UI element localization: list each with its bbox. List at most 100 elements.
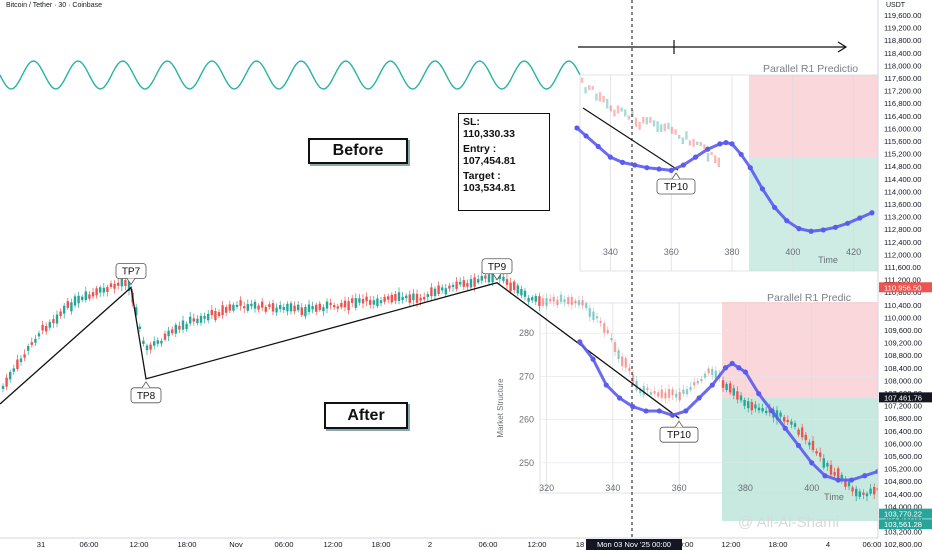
candle-body xyxy=(732,388,735,396)
price-tick: 114,800.00 xyxy=(884,162,921,171)
price-tick: 118,400.00 xyxy=(884,49,921,58)
candle-body xyxy=(423,296,426,300)
pred-bottom-xtick: 400 xyxy=(804,483,819,493)
candle-body xyxy=(621,356,624,367)
candle-body xyxy=(322,307,325,312)
time-tick: 31 xyxy=(37,540,45,549)
price-badge xyxy=(879,519,932,530)
candle-body xyxy=(354,298,357,308)
structure-lines: TP7 TP8 TP9 TP10 TP10 xyxy=(0,0,848,538)
prediction-point-after xyxy=(862,473,868,479)
candle-body xyxy=(855,488,858,497)
candle-body xyxy=(372,300,375,305)
stop-zone-bottom xyxy=(722,302,878,398)
price-tick: 104,800.00 xyxy=(884,477,922,486)
price-tick: 119,600.00 xyxy=(884,11,921,20)
price-tick: 116,800.00 xyxy=(884,99,921,108)
candle-body-before xyxy=(606,98,609,109)
pred-bottom-xlabel: Time xyxy=(824,492,844,502)
candle-body xyxy=(196,318,199,324)
candle-body xyxy=(696,380,699,384)
candle-body xyxy=(16,359,19,370)
candle-body xyxy=(401,296,404,301)
candle-body xyxy=(235,304,239,307)
candle-body xyxy=(228,304,231,311)
prediction-point-before xyxy=(583,133,589,139)
candle-body xyxy=(549,298,552,302)
candle-body xyxy=(358,298,361,303)
candle-body xyxy=(55,314,59,324)
candle-body-before xyxy=(624,109,627,117)
prediction-point-before xyxy=(607,154,614,160)
candle-body xyxy=(45,325,48,332)
swing-callout-tip xyxy=(671,172,681,180)
candle-body xyxy=(109,283,113,287)
candle-body xyxy=(466,283,469,287)
candle-body xyxy=(610,338,613,341)
candle-body xyxy=(653,391,656,394)
candle-body xyxy=(1,385,5,389)
candle-body xyxy=(639,389,642,394)
candle-body xyxy=(268,304,271,308)
candle-body xyxy=(160,340,163,344)
price-badge xyxy=(879,282,932,293)
swing-callout-tip xyxy=(674,420,684,428)
candle-body xyxy=(289,303,293,312)
pred-bottom-xtick: 380 xyxy=(738,483,753,493)
candle-body-before xyxy=(584,87,587,94)
candle-body xyxy=(729,383,732,393)
candle-body-before xyxy=(616,105,620,114)
price-tick: 119,200.00 xyxy=(884,24,921,33)
candle-body xyxy=(775,410,779,420)
pred-bottom-ytick: 270 xyxy=(519,371,534,381)
candle-body xyxy=(329,302,332,305)
prediction-point-after xyxy=(795,442,802,449)
pred-bottom-ytick: 260 xyxy=(519,415,534,425)
time-tick: 06:00 xyxy=(274,540,293,549)
price-tick: 104,400.00 xyxy=(884,490,922,499)
price-tick: 114,400.00 xyxy=(884,175,921,184)
prediction-point-after xyxy=(630,404,636,410)
pred-top-xtick: 340 xyxy=(603,247,618,257)
candle-body xyxy=(455,281,458,289)
prediction-point-after xyxy=(603,382,609,388)
symbol-title: Bitcoin / Tether · 30 · Coinbase xyxy=(6,2,102,9)
candle-body xyxy=(693,382,696,386)
candle-body xyxy=(588,308,591,317)
candle-body xyxy=(477,279,480,283)
prediction-point-after xyxy=(616,395,623,401)
candle-body xyxy=(117,282,120,286)
candle-body xyxy=(23,354,26,358)
candle-body xyxy=(667,389,671,398)
time-tick: 4 xyxy=(826,540,830,549)
candle-body xyxy=(106,287,109,292)
prediction-point-after xyxy=(769,408,775,414)
candle-body xyxy=(81,296,84,301)
time-tick: 12:00 xyxy=(323,540,342,549)
candle-body xyxy=(340,303,343,308)
candle-body xyxy=(336,306,339,309)
candle-body xyxy=(210,310,213,316)
candle-body-before xyxy=(663,123,666,132)
candle-body xyxy=(48,322,51,328)
price-tick: 117,200.00 xyxy=(884,87,921,96)
candle-body-before xyxy=(685,131,688,140)
prediction-point-before xyxy=(595,143,601,150)
candle-body xyxy=(484,275,487,279)
candle-body xyxy=(513,281,516,290)
candle-body xyxy=(264,306,267,312)
pred-bottom-ytick: 250 xyxy=(519,458,534,468)
swing-callout-tip xyxy=(492,273,502,281)
candle-body-before xyxy=(674,129,677,135)
candle-body xyxy=(520,289,523,296)
candle-body xyxy=(325,301,329,309)
candle-body xyxy=(502,276,505,281)
candle-body xyxy=(351,298,354,303)
pred-top-xlabel: Time xyxy=(818,255,838,265)
before-label: Before xyxy=(308,138,408,164)
time-tick: 00:00 xyxy=(674,540,693,549)
candle-body xyxy=(739,395,743,401)
candle-body xyxy=(577,300,581,306)
background-layer: 340 360 380 400 420 Time 320 340 360 380 400 250 260… xyxy=(0,60,879,522)
candle-body xyxy=(804,434,807,441)
